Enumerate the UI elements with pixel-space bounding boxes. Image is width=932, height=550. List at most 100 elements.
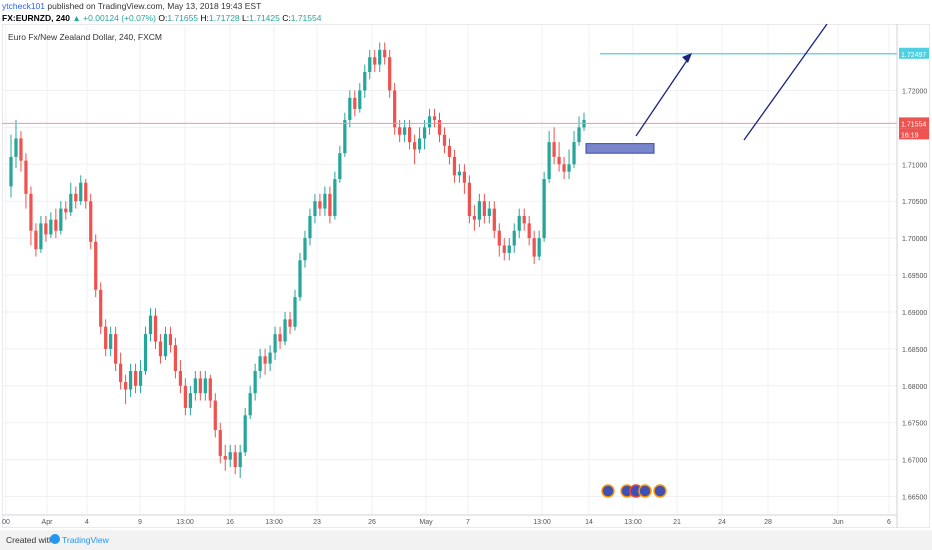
- close-label: C:: [282, 13, 291, 23]
- demand-zone-box: [585, 143, 655, 154]
- price-tick-label: 1.67000: [902, 458, 927, 465]
- candle-body: [79, 182, 83, 202]
- candle-body: [348, 97, 352, 120]
- candle-body: [198, 378, 202, 394]
- time-axis[interactable]: 00 Apr 4 9 13:00 16 13:00 23 26 May 7 13:00 14 13:00 2…: [2, 519, 891, 526]
- projection-arrow-line: [635, 55, 691, 137]
- candle-body: [393, 90, 397, 128]
- grid: [2, 24, 897, 515]
- candle-body: [403, 127, 407, 135]
- candle-body: [562, 164, 566, 172]
- target-price-label: 1.72497: [901, 52, 926, 59]
- candle-body: [373, 57, 377, 65]
- candle-body: [427, 116, 432, 128]
- candle-body: [577, 127, 581, 143]
- price-tick-label: 1.67500: [902, 421, 927, 428]
- event-flag-icon[interactable]: [653, 484, 667, 498]
- time-tick-label: 16: [226, 519, 234, 526]
- candle-body: [532, 238, 536, 257]
- candle-body: [557, 156, 561, 165]
- tradingview-brand-link[interactable]: TradingView: [62, 535, 109, 545]
- candle-body: [183, 385, 188, 408]
- candle-body: [273, 334, 277, 353]
- candle-body: [193, 378, 197, 394]
- candle-body: [24, 160, 28, 194]
- event-markers: [601, 484, 667, 498]
- candle-body: [64, 208, 68, 213]
- price-tick-label: 1.70500: [902, 199, 927, 206]
- annotations: [2, 24, 897, 154]
- candle-body: [104, 326, 108, 349]
- candle-body: [54, 219, 58, 231]
- candle-body: [338, 153, 342, 180]
- candle-body: [258, 356, 262, 372]
- candle-body: [318, 201, 322, 209]
- candle-body: [14, 138, 18, 157]
- candle-body: [59, 208, 63, 231]
- price-chart[interactable]: 1.720001.715001.710001.705001.700001.695…: [2, 24, 930, 528]
- candle-body: [128, 371, 133, 390]
- candle-body: [552, 142, 556, 157]
- candles: [9, 42, 586, 479]
- candle-body: [522, 215, 526, 224]
- candle-body: [218, 430, 222, 456]
- target-price-label-bg: [899, 47, 929, 59]
- candle-body: [572, 142, 576, 165]
- candle-body: [313, 201, 317, 216]
- tradingview-logo-icon: [50, 534, 60, 544]
- candle-body: [487, 208, 491, 216]
- footer-bar: Created with TradingView: [0, 530, 932, 550]
- candle-body: [253, 371, 257, 394]
- candle-body: [567, 164, 571, 172]
- candle-body: [432, 116, 437, 120]
- price-axis[interactable]: 1.720001.715001.710001.705001.700001.695…: [899, 47, 929, 502]
- candle-body: [512, 230, 516, 246]
- candle-body: [507, 245, 511, 253]
- candle-body: [243, 415, 247, 453]
- time-tick-label: 9: [138, 519, 142, 526]
- candle-body: [437, 119, 442, 135]
- time-tick-label: 21: [673, 519, 681, 526]
- event-flag-icon[interactable]: [638, 484, 652, 498]
- candle-body: [69, 193, 73, 213]
- candle-body: [358, 90, 362, 109]
- candle-body: [268, 352, 272, 364]
- close-value: 1.71554: [290, 13, 322, 23]
- candle-body: [452, 156, 457, 176]
- candle-body: [84, 182, 88, 202]
- candle-body: [482, 201, 486, 216]
- candle-body: [467, 182, 472, 216]
- candle-body: [74, 193, 78, 202]
- candle-body: [333, 179, 337, 216]
- candle-body: [213, 400, 217, 431]
- candle-body: [407, 127, 412, 143]
- candle-body: [158, 341, 163, 357]
- candle-body: [363, 71, 367, 91]
- candle-body: [109, 334, 113, 349]
- author-link[interactable]: ytcheck101: [2, 1, 45, 11]
- arrow-head-icon: [682, 53, 692, 63]
- candle-body: [49, 219, 53, 235]
- time-tick-label: 24: [718, 519, 726, 526]
- candle-body: [114, 334, 118, 364]
- candle-body: [497, 230, 501, 246]
- time-tick-label: 26: [368, 519, 376, 526]
- event-flag-icon[interactable]: [601, 484, 615, 498]
- current-price-label: 1.71554: [901, 121, 926, 128]
- time-tick-label: 13:00: [533, 519, 551, 526]
- series-legend: Euro Fx/New Zealand Dollar, 240, FXCM: [8, 32, 163, 42]
- candle-body: [278, 334, 282, 342]
- price-tick-label: 1.71000: [902, 162, 927, 169]
- candle-body: [417, 138, 422, 150]
- created-with-text: Created with: [6, 535, 54, 545]
- publish-info: ytcheck101 published on TradingView.com,…: [2, 1, 261, 11]
- high-value: 1.71728: [208, 13, 240, 23]
- candle-body: [143, 334, 148, 372]
- candle-body: [263, 356, 267, 364]
- candle-body: [308, 215, 312, 239]
- candle-body: [99, 289, 103, 327]
- candle-countdown-label: 16:19: [901, 132, 919, 139]
- open-label: O:: [158, 13, 168, 23]
- open-value: 1.71655: [167, 13, 199, 23]
- candle-body: [502, 245, 506, 253]
